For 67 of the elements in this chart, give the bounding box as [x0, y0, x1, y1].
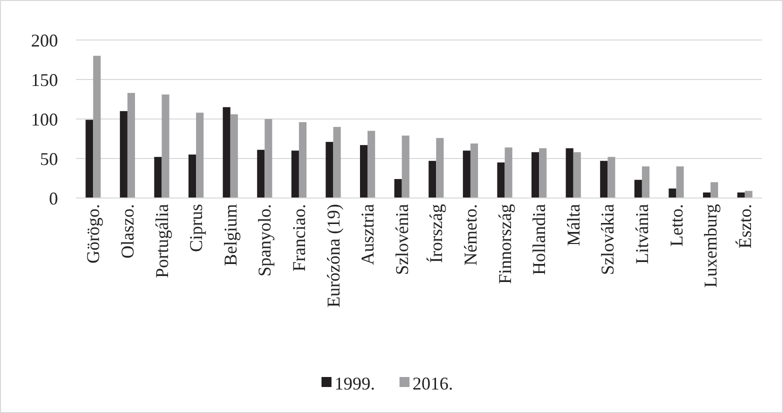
bar [162, 94, 170, 198]
y-tick-label: 0 [49, 188, 58, 208]
bar [360, 145, 368, 198]
bar [333, 126, 341, 198]
bar [222, 107, 230, 198]
x-tick-label: Portugália [152, 204, 172, 278]
x-tick-label: Litvánia [632, 204, 652, 264]
bar [566, 148, 574, 198]
y-tick-label: 50 [40, 148, 58, 169]
bar [127, 92, 135, 198]
bar [539, 148, 547, 198]
x-tick-label: Írország [426, 204, 446, 263]
bar [402, 136, 410, 198]
bar [394, 179, 402, 198]
x-tick-label: Hollandia [529, 204, 550, 275]
x-tick-label: Belgium [220, 204, 240, 266]
bar [436, 138, 444, 198]
x-tick-label: Ciprus [186, 204, 206, 252]
bar [710, 182, 718, 198]
bar [462, 150, 470, 198]
x-tick-label: Ausztria [358, 204, 378, 265]
bar [532, 152, 540, 198]
x-tick-label: Letto. [666, 204, 686, 246]
x-tick-label: Málta [563, 204, 584, 246]
legend-label: 2016. [412, 373, 453, 394]
x-tick-label: Görögo. [83, 204, 104, 264]
bar [573, 152, 581, 198]
x-tick-label: Szlovénia [392, 204, 412, 275]
bar [642, 166, 650, 198]
bar [257, 150, 265, 198]
x-tick-label: Szlovákia [598, 204, 618, 275]
x-tick-label: Spanyolo. [254, 204, 275, 277]
y-tick-label: 100 [31, 109, 58, 130]
x-tick-label: Finnország [494, 204, 515, 284]
y-tick-label: 200 [31, 30, 58, 50]
bar [504, 147, 512, 198]
bar [600, 160, 608, 198]
bar [737, 192, 745, 198]
x-tick-label: Luxemburg [700, 204, 721, 288]
bar [86, 120, 94, 198]
bar [326, 142, 334, 198]
bar [470, 143, 478, 198]
bar [428, 160, 436, 198]
x-tick-label: Németo. [460, 204, 480, 266]
bar [230, 114, 238, 198]
bar [744, 190, 752, 198]
bar [196, 112, 204, 198]
bar [676, 166, 684, 198]
x-tick-label: Olaszo. [117, 204, 138, 258]
bar [188, 154, 196, 198]
bar [120, 111, 128, 198]
bar [634, 180, 642, 198]
bar [608, 156, 616, 198]
bar [298, 122, 306, 198]
x-tick-label: Eurózóna (19) [323, 204, 344, 308]
bar [368, 130, 376, 198]
y-tick-label: 150 [31, 70, 58, 90]
bar [291, 150, 299, 198]
bar [154, 156, 162, 198]
x-tick-label: Franciao. [288, 204, 309, 272]
bar [264, 119, 272, 198]
bar [497, 162, 505, 198]
bar [93, 56, 101, 198]
x-tick-label: Észto. [734, 204, 755, 248]
bar [703, 192, 711, 198]
legend-label: 1999. [334, 373, 375, 394]
bar [668, 188, 676, 198]
